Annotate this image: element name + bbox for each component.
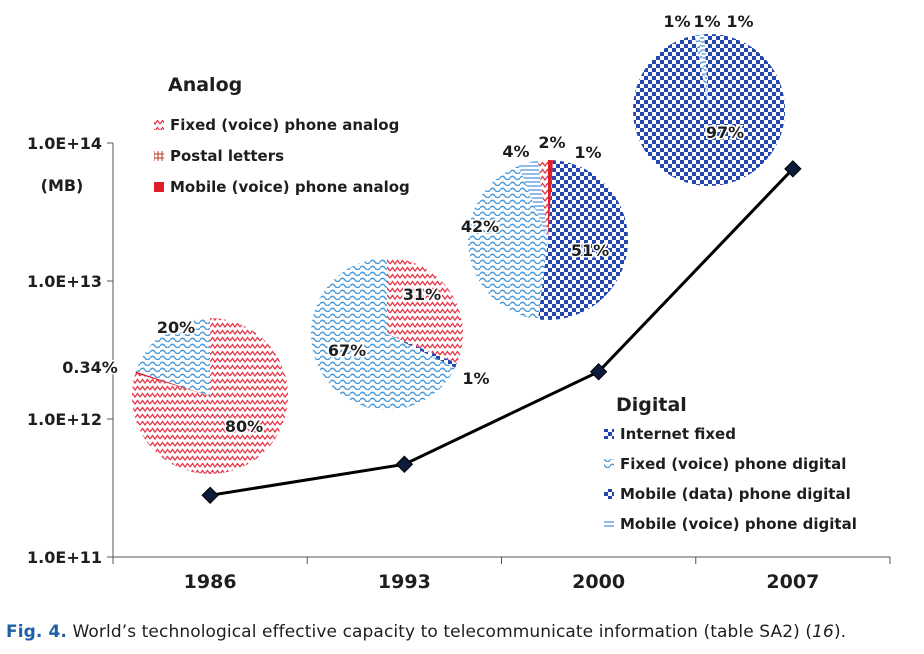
pie-slice bbox=[537, 160, 548, 240]
analog_legend: Analog Fixed (voice) phone analog Postal l… bbox=[154, 74, 410, 196]
pie-slice bbox=[518, 160, 548, 240]
data-point-marker bbox=[201, 486, 219, 504]
axes-layer: 1.0E+11 1.0E+12 1.0E+13 1.0E+14 (MB) 1986 1993… bbox=[27, 134, 891, 593]
figure-caption: Fig. 4. World’s technological effective … bbox=[6, 622, 846, 642]
pie-slice-label: 20% bbox=[157, 318, 195, 337]
legend-swatch bbox=[604, 489, 614, 499]
pie-slice-label: 1% bbox=[663, 12, 690, 31]
caption-figure-number: Fig. 4. bbox=[6, 622, 67, 642]
legend-layer: Analog Fixed (voice) phone analog Postal l… bbox=[154, 74, 857, 533]
data-point-marker bbox=[395, 455, 414, 473]
legend-item-label: Fixed (voice) phone analog bbox=[170, 116, 399, 134]
pie-slice-label: 2% bbox=[538, 133, 565, 152]
pie-1993: 31% 1% 67% bbox=[311, 258, 491, 411]
pie-slice bbox=[311, 258, 456, 411]
pie-slice bbox=[135, 371, 210, 396]
legend-swatch bbox=[604, 519, 614, 529]
pie-slice-label: 51% bbox=[571, 241, 609, 260]
legend-swatch bbox=[604, 429, 614, 439]
pie-slice bbox=[699, 34, 709, 110]
y-tick-label: 1.0E+12 bbox=[27, 410, 102, 429]
pie-slice-label: 1% bbox=[574, 143, 601, 162]
legend-swatch bbox=[154, 120, 164, 130]
pie-slice bbox=[704, 34, 709, 110]
pie-2000: 1% 51% 42% 4% 2% bbox=[459, 132, 629, 321]
legend-item-label: Postal letters bbox=[170, 147, 284, 165]
legend-item-label: Mobile (voice) phone analog bbox=[170, 178, 410, 196]
pie-slice-label: 31% bbox=[403, 285, 441, 304]
pie-slice-label: 80% bbox=[225, 417, 263, 436]
y-tick-label: 1.0E+13 bbox=[27, 272, 102, 291]
pie-slice bbox=[387, 334, 458, 368]
capacity-chart: 1.0E+11 1.0E+12 1.0E+13 1.0E+14 (MB) 1986 1993… bbox=[27, 11, 891, 593]
caption-end: ). bbox=[833, 622, 847, 642]
legend-item-label: Fixed (voice) phone digital bbox=[620, 455, 846, 473]
legend-item-label: Internet fixed bbox=[620, 425, 736, 443]
pie-slice bbox=[135, 318, 210, 396]
pie-slice-label: 1% bbox=[693, 12, 720, 31]
caption-text: World’s technological effective capacity… bbox=[66, 622, 813, 642]
chart-svg: 1.0E+11 1.0E+12 1.0E+13 1.0E+14 (MB) 1986 1993… bbox=[27, 11, 891, 593]
pie-slice-label: 42% bbox=[461, 217, 499, 236]
pies-layer: 80%0.34%20%31%1%67%1%51%42%4% 2%97%1% 1% 1% bbox=[61, 11, 786, 474]
pie-slice bbox=[468, 165, 548, 320]
x-tick-label: 2000 bbox=[572, 571, 625, 593]
x-tick-label: 1986 bbox=[184, 571, 237, 593]
pie-slice bbox=[537, 160, 629, 321]
pie-slice bbox=[387, 258, 464, 364]
x-tick-label: 2007 bbox=[766, 571, 819, 593]
pie-slice-label: 67% bbox=[328, 341, 366, 360]
pie-slice bbox=[694, 34, 709, 110]
pie-2007: 97%1% 1% 1% bbox=[633, 11, 786, 186]
y-tick-label: 1.0E+11 bbox=[27, 548, 102, 567]
data-point-marker bbox=[589, 363, 608, 381]
data-point-marker bbox=[784, 160, 802, 178]
pie-slice-label: 0.34% bbox=[62, 358, 118, 377]
legend-title: Analog bbox=[168, 74, 242, 96]
pie-slice bbox=[633, 33, 786, 186]
legend-swatch bbox=[154, 182, 164, 192]
legend-title: Digital bbox=[616, 394, 687, 416]
legend-item-label: Mobile (voice) phone digital bbox=[620, 515, 857, 533]
digital_legend: Digital Internet fixed Fixed (voice) phone… bbox=[604, 394, 857, 533]
legend-item-label: Mobile (data) phone digital bbox=[620, 485, 851, 503]
y-tick-label: 1.0E+14 bbox=[27, 134, 102, 153]
x-tick-label: 1993 bbox=[378, 571, 431, 593]
line-layer bbox=[201, 160, 802, 504]
legend-swatch bbox=[604, 459, 614, 469]
pie-1986: 80% 0.34% 20% bbox=[61, 317, 289, 474]
pie-slice-label: 4% bbox=[502, 142, 529, 161]
y-unit-label: (MB) bbox=[41, 176, 84, 195]
pie-slice bbox=[548, 160, 554, 240]
caption-reference: 16 bbox=[812, 622, 834, 642]
pie-slice-label: 1% bbox=[726, 12, 753, 31]
pie-slice-label: 97% bbox=[706, 123, 744, 142]
series-line bbox=[209, 167, 794, 497]
pie-slice bbox=[132, 318, 289, 474]
legend-swatch bbox=[154, 151, 164, 161]
pie-slice-label: 1% bbox=[462, 369, 489, 388]
